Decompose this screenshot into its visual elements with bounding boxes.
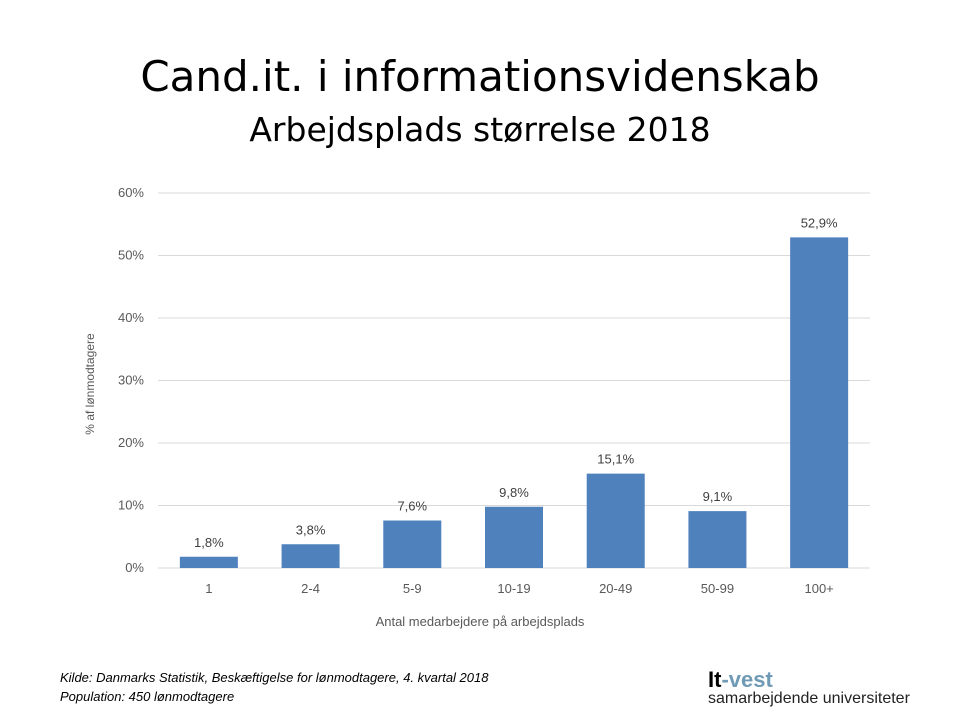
x-tick-label: 5-9 <box>403 581 422 596</box>
x-tick-label: 50-99 <box>701 581 734 596</box>
x-tick-label: 1 <box>205 581 212 596</box>
data-label: 9,1% <box>703 489 733 504</box>
bar <box>790 237 849 568</box>
population-note: Population: 450 lønmodtagere <box>60 689 235 704</box>
bar <box>485 506 543 568</box>
x-axis-label: Antal medarbejdere på arbejdsplads <box>376 614 585 629</box>
data-label: 52,9% <box>801 215 838 230</box>
logo: It-vest <box>708 667 773 693</box>
y-tick-label: 0% <box>125 560 144 575</box>
source-note: Kilde: Danmarks Statistik, Beskæftigelse… <box>60 670 489 685</box>
bar <box>281 544 340 568</box>
y-tick-label: 30% <box>118 373 144 388</box>
logo-tagline: samarbejdende universiteter <box>708 690 910 707</box>
logo-part1: It <box>708 667 722 692</box>
x-tick-label: 10-19 <box>497 581 530 596</box>
x-tick-label: 100+ <box>804 581 833 596</box>
bar <box>383 520 442 568</box>
chart-title: Cand.it. i informationsvidenskab <box>140 52 820 101</box>
data-label: 1,8% <box>194 535 224 550</box>
y-tick-label: 40% <box>118 310 144 325</box>
data-label: 7,6% <box>397 499 427 514</box>
y-tick-label: 20% <box>118 435 144 450</box>
y-tick-label: 10% <box>118 498 144 513</box>
y-tick-label: 60% <box>118 185 144 200</box>
bar <box>179 556 238 568</box>
y-tick-label: 50% <box>118 248 144 263</box>
logo-part2: -vest <box>721 667 773 692</box>
x-tick-label: 20-49 <box>599 581 632 596</box>
data-label: 3,8% <box>296 522 326 537</box>
x-tick-label: 2-4 <box>301 581 320 596</box>
bar <box>688 511 747 568</box>
chart-subtitle: Arbejdsplads størrelse 2018 <box>249 110 711 149</box>
data-label: 9,8% <box>499 485 529 500</box>
y-axis-label: % af lønmodtagere <box>83 333 97 435</box>
bar <box>586 473 645 568</box>
data-label: 15,1% <box>597 452 634 467</box>
